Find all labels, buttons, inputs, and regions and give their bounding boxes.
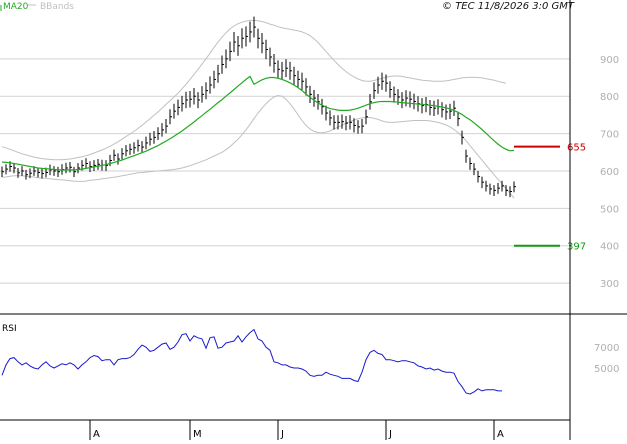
price-tick-label: 600: [600, 167, 619, 178]
price-tick-label: 900: [600, 55, 619, 66]
rsi-tick-label: 7000: [594, 343, 619, 354]
price-tick-label: 800: [600, 92, 619, 103]
x-tick-label: A: [93, 429, 100, 440]
rsi-line: [1, 328, 502, 395]
price-tick-label: 400: [600, 242, 619, 253]
rsi-tick-label: 5000: [594, 364, 619, 375]
resistance-level-label: 655: [567, 143, 586, 154]
x-tick-label: M: [193, 429, 202, 440]
bbands-legend-label: BBands: [40, 2, 74, 12]
x-tick-label: J: [388, 429, 392, 440]
ma20-legend-label: MA20: [3, 2, 29, 12]
ma20-line: [1, 75, 515, 171]
bband-lower-line: [1, 94, 515, 199]
x-tick-label: J: [280, 429, 284, 440]
price-tick-label: 500: [600, 204, 619, 215]
price-tick-label: 300: [600, 279, 619, 290]
price-tick-label: 700: [600, 130, 619, 141]
rsi-pane-label: RSI: [2, 324, 17, 334]
copyright-notice: © TEC 11/8/2026 3:0 GMT: [442, 1, 575, 12]
x-tick-label: A: [497, 429, 504, 440]
support-level-label: 397: [567, 242, 586, 253]
